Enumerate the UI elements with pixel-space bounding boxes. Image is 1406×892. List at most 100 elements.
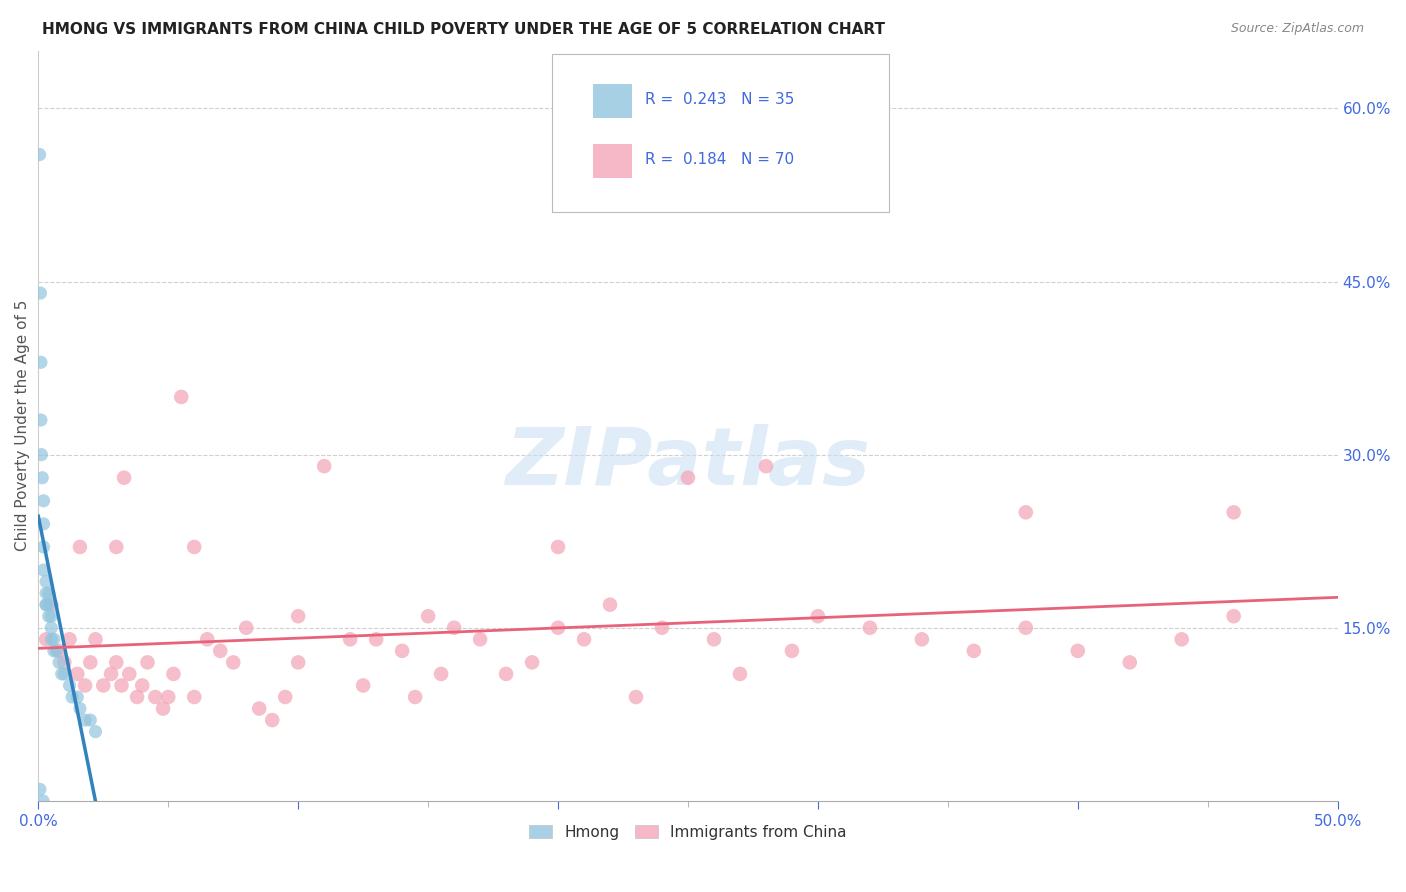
Point [48,656,70,670]
Text: R =  0.243   N = 35: R = 0.243 N = 35 [645,92,794,107]
Point [651,621,673,635]
Point [391,644,413,658]
Point [572,632,595,647]
Point [195,632,218,647]
Text: Source: ZipAtlas.com: Source: ZipAtlas.com [1230,22,1364,36]
Point [222,656,245,670]
Point [75,713,97,727]
Point [314,459,336,474]
Point [79,713,101,727]
Point [183,540,205,554]
Point [35,574,58,589]
Point [676,471,699,485]
Legend: Hmong, Immigrants from China: Hmong, Immigrants from China [523,819,852,846]
Point [547,621,569,635]
Point [1015,621,1038,635]
Point [755,459,778,474]
Point [520,656,543,670]
Point [84,632,107,647]
Point [162,667,184,681]
Point [32,794,55,808]
Point [58,632,80,647]
Point [42,644,65,658]
Point [728,667,751,681]
Point [416,609,439,624]
Point [41,632,63,647]
Point [66,690,89,704]
Point [118,667,141,681]
Text: R =  0.184   N = 70: R = 0.184 N = 70 [645,152,794,167]
Point [38,598,60,612]
Point [66,667,89,681]
Point [41,621,63,635]
FancyBboxPatch shape [551,54,890,212]
Point [859,621,882,635]
Point [35,586,58,600]
Point [366,632,388,647]
Point [352,678,374,692]
Point [105,540,128,554]
Point [91,678,114,692]
Point [35,598,58,612]
Point [430,667,453,681]
Point [1119,656,1142,670]
Point [235,621,257,635]
Point [35,632,58,647]
Point [38,609,60,624]
Point [30,413,52,427]
Point [48,644,70,658]
Point [112,471,135,485]
Point [547,540,569,554]
Point [170,390,193,404]
Point [41,609,63,624]
Point [51,667,73,681]
Text: ZIPatlas: ZIPatlas [506,425,870,502]
Point [32,493,55,508]
Point [100,667,122,681]
Point [287,656,309,670]
Point [1067,644,1090,658]
Point [28,782,51,797]
Point [136,656,159,670]
Point [131,678,153,692]
Point [183,690,205,704]
Point [911,632,934,647]
Point [58,678,80,692]
Point [105,656,128,670]
Text: HMONG VS IMMIGRANTS FROM CHINA CHILD POVERTY UNDER THE AGE OF 5 CORRELATION CHAR: HMONG VS IMMIGRANTS FROM CHINA CHILD POV… [42,22,886,37]
Point [38,586,60,600]
Y-axis label: Child Poverty Under the Age of 5: Child Poverty Under the Age of 5 [15,300,30,551]
Point [125,690,148,704]
Point [339,632,361,647]
Point [30,286,52,301]
Bar [593,85,633,119]
Point [443,621,465,635]
Point [69,701,91,715]
Point [1170,632,1192,647]
Point [143,690,166,704]
Point [1015,505,1038,519]
Point [69,540,91,554]
Point [703,632,725,647]
Point [599,598,621,612]
Point [53,667,76,681]
Point [624,690,647,704]
Point [287,609,309,624]
Point [404,690,426,704]
Point [79,656,101,670]
Point [262,713,284,727]
Point [807,609,830,624]
Point [468,632,491,647]
Point [152,701,174,715]
Point [35,598,58,612]
Point [963,644,986,658]
Point [75,678,97,692]
Point [60,690,83,704]
Point [780,644,803,658]
Point [84,724,107,739]
Point [1222,505,1244,519]
Point [32,540,55,554]
Point [32,516,55,531]
Point [30,355,52,369]
Point [1222,609,1244,624]
